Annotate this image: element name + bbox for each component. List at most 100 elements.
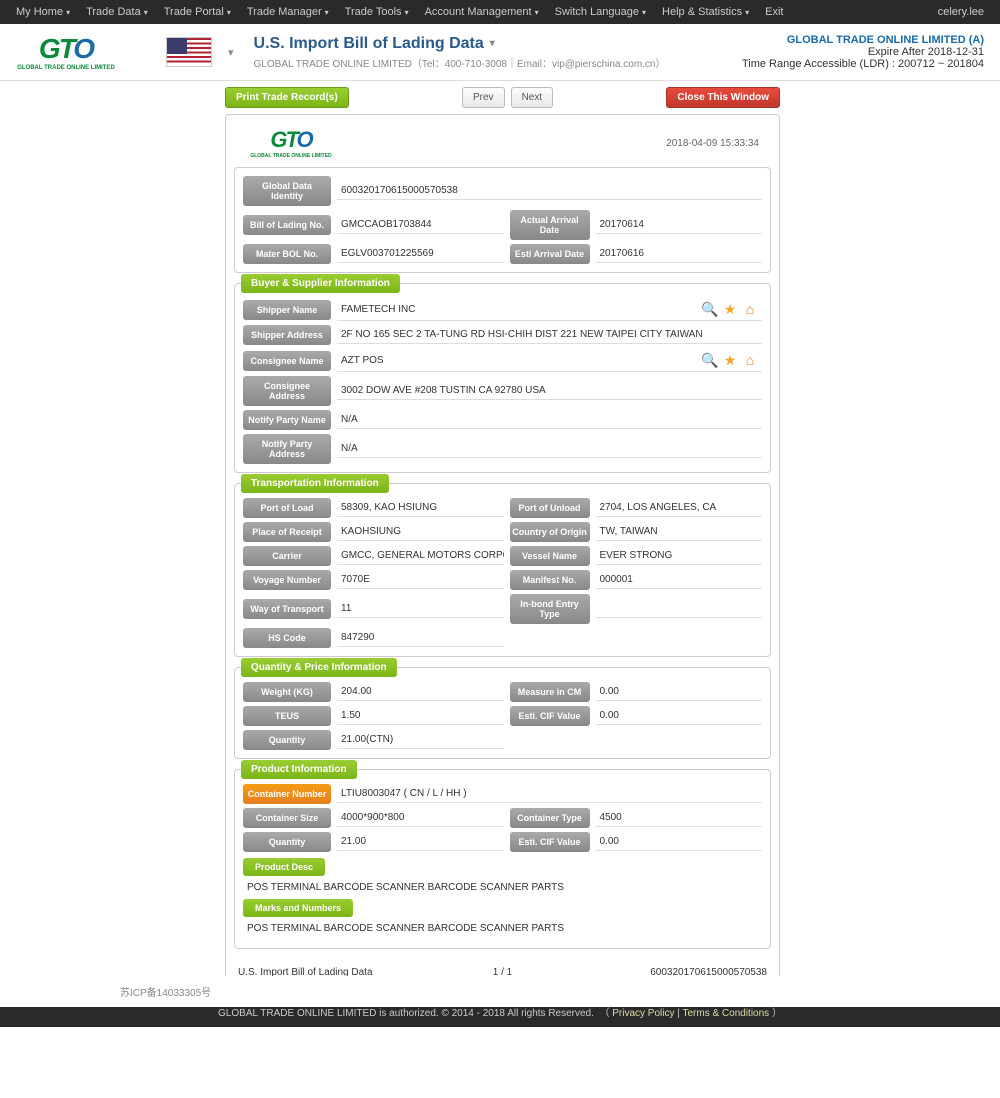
nav-username[interactable]: celery.lee xyxy=(930,6,992,18)
notify-addr-value: N/A xyxy=(337,440,762,458)
product-cif-value: 0.00 xyxy=(596,833,763,851)
product-section: Product Information Container Number LTI… xyxy=(234,769,771,949)
actual-arrival-value: 20170614 xyxy=(596,216,763,234)
product-qty-value: 21.00 xyxy=(337,833,504,851)
vessel-value: EVER STRONG xyxy=(596,547,763,565)
pou-value: 2704, LOS ANGELES, CA xyxy=(596,499,763,517)
esti-arrival-value: 20170616 xyxy=(596,245,763,263)
close-window-button[interactable]: Close This Window xyxy=(666,87,780,108)
notify-name-value: N/A xyxy=(337,411,762,429)
inbond-label: In-bond Entry Type xyxy=(510,594,590,624)
search-icon[interactable]: 🔍 xyxy=(702,301,718,317)
actual-arrival-label: Actual Arrival Date xyxy=(510,210,590,240)
nav-trade-data[interactable]: Trade Data▾ xyxy=(78,6,156,18)
nav-account-management[interactable]: Account Management▾ xyxy=(417,6,547,18)
shipper-addr-label: Shipper Address xyxy=(243,325,331,345)
panel-logo: GTO GLOBAL TRADE ONLINE LIMITED xyxy=(246,127,336,159)
account-company: GLOBAL TRADE ONLINE LIMITED (A) xyxy=(742,34,984,46)
pou-label: Port of Unload xyxy=(510,498,590,518)
nav-exit[interactable]: Exit xyxy=(757,6,791,18)
weight-label: Weight (KG) xyxy=(243,682,331,702)
marks-numbers-label: Marks and Numbers xyxy=(243,899,353,917)
way-label: Way of Transport xyxy=(243,599,331,619)
company-logo[interactable]: GTO GLOBAL TRADE ONLINE LIMITED xyxy=(16,32,116,72)
coo-value: TW, TAIWAN xyxy=(596,523,763,541)
mbol-label: Mater BOL No. xyxy=(243,244,331,264)
container-size-label: Container Size xyxy=(243,808,331,828)
qty-section-title: Quantity & Price Information xyxy=(241,658,397,677)
manifest-value: 000001 xyxy=(596,571,763,589)
container-number-label: Container Number xyxy=(243,784,331,804)
nav-switch-language[interactable]: Switch Language▾ xyxy=(547,6,654,18)
search-icon[interactable]: 🔍 xyxy=(702,352,718,368)
footer-privacy-link[interactable]: Privacy Policy xyxy=(612,1008,674,1019)
transportation-section: Transportation Information Port of Load … xyxy=(234,483,771,657)
product-qty-label: Quantity xyxy=(243,832,331,852)
nav-trade-portal[interactable]: Trade Portal▾ xyxy=(156,6,239,18)
button-bar-top: Print Trade Record(s) Prev Next Close Th… xyxy=(225,81,780,114)
teus-value: 1.50 xyxy=(337,707,504,725)
next-button[interactable]: Next xyxy=(511,87,554,108)
cif-value: 0.00 xyxy=(596,707,763,725)
container-type-value: 4500 xyxy=(596,809,763,827)
measure-value: 0.00 xyxy=(596,683,763,701)
manifest-label: Manifest No. xyxy=(510,570,590,590)
vessel-label: Vessel Name xyxy=(510,546,590,566)
footer-terms-link[interactable]: Terms & Conditions xyxy=(682,1008,769,1019)
cif-label: Esti. CIF Value xyxy=(510,706,590,726)
product-section-title: Product Information xyxy=(241,760,357,779)
top-nav: My Home▾ Trade Data▾ Trade Portal▾ Trade… xyxy=(0,0,1000,24)
measure-label: Measure in CM xyxy=(510,682,590,702)
voyage-label: Voyage Number xyxy=(243,570,331,590)
icp-number[interactable]: 苏ICP备14033305号 xyxy=(0,976,1000,1007)
pol-value: 58309, KAO HSIUNG xyxy=(337,499,504,517)
carrier-label: Carrier xyxy=(243,546,331,566)
flag-dropdown-caret[interactable]: ▾ xyxy=(228,46,234,59)
product-desc-value: POS TERMINAL BARCODE SCANNER BARCODE SCA… xyxy=(243,876,762,899)
prev-button[interactable]: Prev xyxy=(462,87,505,108)
hs-label: HS Code xyxy=(243,628,331,648)
notify-addr-label: Notify Party Address xyxy=(243,434,331,464)
star-icon[interactable]: ★ xyxy=(722,352,738,368)
way-value: 11 xyxy=(337,600,504,618)
container-type-label: Container Type xyxy=(510,808,590,828)
record-timestamp: 2018-04-09 15:33:34 xyxy=(666,138,759,149)
weight-value: 204.00 xyxy=(337,683,504,701)
hs-value: 847290 xyxy=(337,629,504,647)
pol-label: Port of Load xyxy=(243,498,331,518)
buyer-supplier-section: Buyer & Supplier Information Shipper Nam… xyxy=(234,283,771,473)
voyage-value: 7070E xyxy=(337,571,504,589)
gdi-value: 600320170615000570538 xyxy=(337,182,762,200)
bol-value: GMCCAOB1703844 xyxy=(337,216,504,234)
container-number-value: LTIU8003047 ( CN / L / HH ) xyxy=(337,785,762,803)
nav-help-statistics[interactable]: Help & Statistics▾ xyxy=(654,6,757,18)
buyer-section-title: Buyer & Supplier Information xyxy=(241,274,400,293)
account-time-range: Time Range Accessible (LDR) : 200712 ~ 2… xyxy=(742,58,984,70)
print-button[interactable]: Print Trade Record(s) xyxy=(225,87,349,108)
por-label: Place of Receipt xyxy=(243,522,331,542)
mbol-value: EGLV003701225569 xyxy=(337,245,504,263)
gdi-label: Global Data Identity xyxy=(243,176,331,206)
esti-arrival-label: Esti Arrival Date xyxy=(510,244,590,264)
shipper-addr-value: 2F NO 165 SEC 2 TA-TUNG RD HSI-CHIH DIST… xyxy=(337,326,762,344)
shipper-name-value: FAMETECH INC 🔍 ★ ⌂ xyxy=(337,298,762,321)
house-icon[interactable]: ⌂ xyxy=(742,301,758,317)
country-flag-us[interactable] xyxy=(166,37,212,67)
por-value: KAOHSIUNG xyxy=(337,523,504,541)
account-expire: Expire After 2018-12-31 xyxy=(742,46,984,58)
carrier-value: GMCC, GENERAL MOTORS CORPORATION xyxy=(337,547,504,565)
inbond-value xyxy=(596,600,763,618)
consignee-addr-value: 3002 DOW AVE #208 TUSTIN CA 92780 USA xyxy=(337,382,762,400)
quantity-price-section: Quantity & Price Information Weight (KG)… xyxy=(234,667,771,759)
marks-numbers-value: POS TERMINAL BARCODE SCANNER BARCODE SCA… xyxy=(243,917,762,940)
page-header: GTO GLOBAL TRADE ONLINE LIMITED ▾ U.S. I… xyxy=(0,24,1000,81)
nav-trade-tools[interactable]: Trade Tools▾ xyxy=(337,6,417,18)
nav-my-home[interactable]: My Home▾ xyxy=(8,6,78,18)
notify-name-label: Notify Party Name xyxy=(243,410,331,430)
house-icon[interactable]: ⌂ xyxy=(742,352,758,368)
page-subtitle: GLOBAL TRADE ONLINE LIMITED（Tel：400-710-… xyxy=(254,55,742,70)
product-desc-label: Product Desc xyxy=(243,858,325,876)
nav-trade-manager[interactable]: Trade Manager▾ xyxy=(239,6,337,18)
main-panel: GTO GLOBAL TRADE ONLINE LIMITED 2018-04-… xyxy=(225,114,780,987)
star-icon[interactable]: ★ xyxy=(722,301,738,317)
